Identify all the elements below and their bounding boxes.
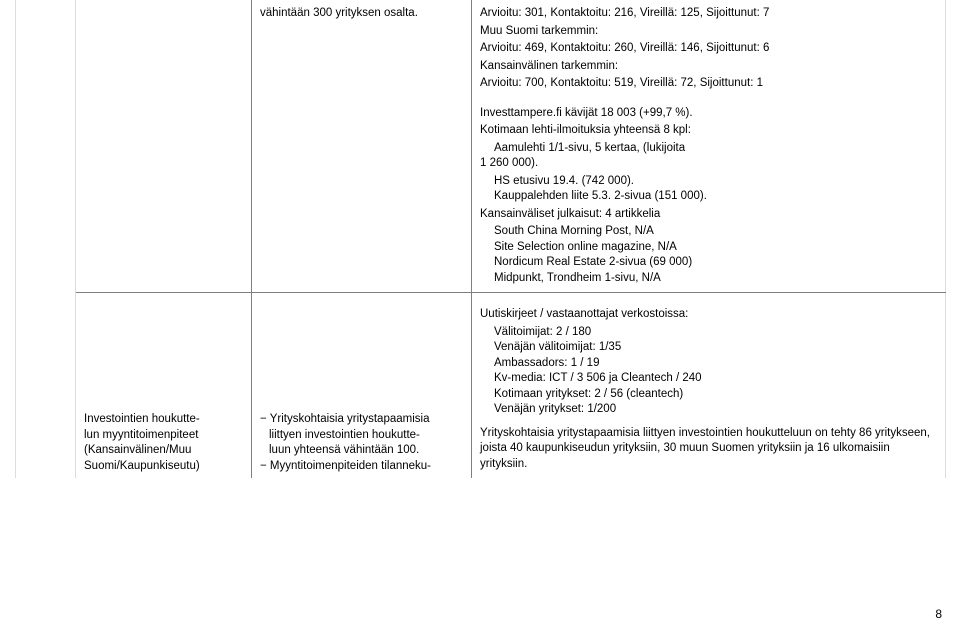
- text-line: lun myyntitoimenpiteet: [84, 428, 243, 444]
- text-line: Kotimaan lehti-ilmoituksia yhteensä 8 kp…: [480, 123, 937, 139]
- text-line: Kansainvälinen tarkemmin:: [480, 59, 937, 75]
- col2-cell-r2: Investointien houkutte- lun myyntitoimen…: [76, 293, 252, 479]
- text-line: liittyen investointien houkutte-: [260, 428, 463, 444]
- text-line: Suomi/Kaupunkiseutu): [84, 459, 243, 475]
- text-line: Arvioitu: 301, Kontaktoitu: 216, Vireill…: [480, 6, 937, 22]
- text-line: Uutiskirjeet / vastaanottajat verkostois…: [480, 307, 937, 323]
- text-line: Investtampere.fi kävijät 18 003 (+99,7 %…: [480, 106, 937, 122]
- text-line: Site Selection online magazine, N/A: [480, 240, 937, 256]
- text-line: Kauppalehden liite 5.3. 2-sivua (151 000…: [480, 189, 937, 205]
- col1-cell: [16, 0, 76, 478]
- text-line: South China Morning Post, N/A: [480, 224, 937, 240]
- text-line: Myyntitoimenpiteiden tilanneku-: [270, 460, 431, 472]
- document-table: vähintään 300 yrityksen osalta. Arvioitu…: [15, 0, 946, 478]
- text-line: Kv-media: ICT / 3 506 ja Cleantech / 240: [480, 371, 937, 387]
- text-line: Investointien houkutte-: [84, 412, 243, 428]
- text-line: Arvioitu: 700, Kontaktoitu: 519, Vireill…: [480, 76, 937, 92]
- col3-cell-r1: vähintään 300 yrityksen osalta.: [252, 0, 472, 293]
- text-line: Muu Suomi tarkemmin:: [480, 24, 937, 40]
- col3-text: vähintään 300 yrityksen osalta.: [260, 7, 418, 19]
- text-line: Venäjän yritykset: 1/200: [480, 402, 937, 418]
- text-line: Midpunkt, Trondheim 1-sivu, N/A: [480, 271, 937, 287]
- page-number: 8: [935, 607, 942, 621]
- dash-icon: −: [260, 460, 270, 472]
- text-line: Ambassadors: 1 / 19: [480, 356, 937, 372]
- text-line: 1 260 000).: [480, 156, 937, 172]
- table-row: vähintään 300 yrityksen osalta. Arvioitu…: [16, 0, 946, 293]
- text-line: Välitoimijat: 2 / 180: [480, 325, 937, 341]
- text-line: Nordicum Real Estate 2-sivua (69 000): [480, 255, 937, 271]
- text-line: Kotimaan yritykset: 2 / 56 (cleantech): [480, 387, 937, 403]
- text-line: Kansainväliset julkaisut: 4 artikkelia: [480, 207, 937, 223]
- col4-cell-r2: Uutiskirjeet / vastaanottajat verkostois…: [472, 293, 946, 479]
- text-block: Yrityskohtaisia yritystapaamisia liittye…: [480, 426, 937, 473]
- text-line: Arvioitu: 469, Kontaktoitu: 260, Vireill…: [480, 41, 937, 57]
- text-line: (Kansainvälinen/Muu: [84, 443, 243, 459]
- table-row: Investointien houkutte- lun myyntitoimen…: [16, 293, 946, 479]
- text-line: Aamulehti 1/1-sivu, 5 kertaa, (lukijoita: [480, 141, 937, 157]
- col3-cell-r2: − Yrityskohtaisia yritystapaamisia liitt…: [252, 293, 472, 479]
- text-line: HS etusivu 19.4. (742 000).: [480, 174, 937, 190]
- dash-icon: −: [260, 413, 270, 425]
- col4-cell-r1: Arvioitu: 301, Kontaktoitu: 216, Vireill…: [472, 0, 946, 293]
- text-line: Yrityskohtaisia yritystapaamisia: [270, 413, 430, 425]
- col2-cell-r1: [76, 0, 252, 293]
- text-line: Venäjän välitoimijat: 1/35: [480, 340, 937, 356]
- text-line: luun yhteensä vähintään 100.: [260, 443, 463, 459]
